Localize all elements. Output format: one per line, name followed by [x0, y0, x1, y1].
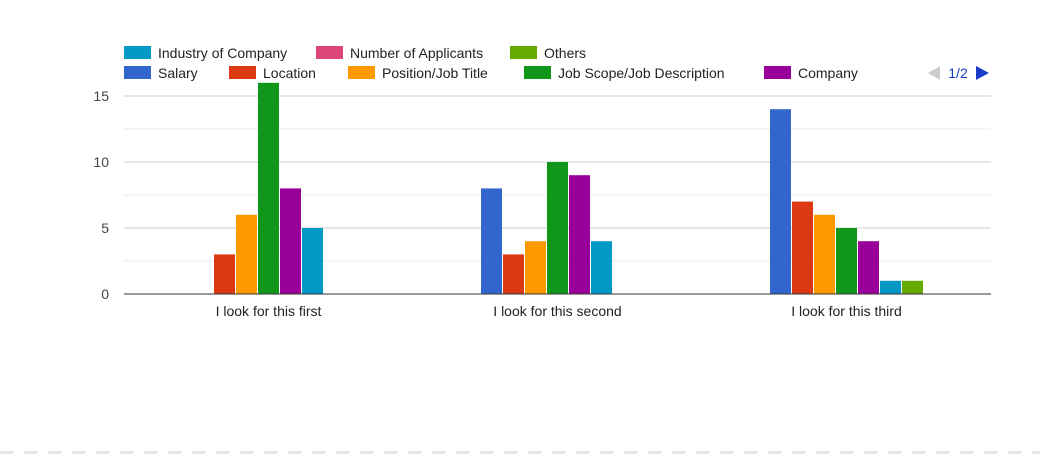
legend-swatch	[524, 66, 551, 79]
y-tick-label: 10	[93, 154, 109, 170]
legend-label: Industry of Company	[158, 45, 287, 61]
bar-industry-of-company[interactable]	[302, 228, 323, 294]
bar-position-job-title[interactable]	[814, 214, 835, 294]
legend-swatch	[229, 66, 256, 79]
y-tick-label: 5	[101, 220, 109, 236]
bar-location[interactable]	[792, 201, 813, 294]
legend-item[interactable]: Industry of Company	[124, 45, 287, 61]
axes: 0 5 10 15 I look for this first I look for th…	[93, 88, 991, 319]
legend-swatch	[316, 46, 343, 59]
y-tick-label: 0	[101, 286, 109, 302]
legend-item[interactable]: Position/Job Title	[348, 65, 488, 81]
bar-salary[interactable]	[481, 188, 502, 294]
bar-job-scope-job-description[interactable]	[836, 228, 857, 294]
legend-label: Position/Job Title	[382, 65, 488, 81]
legend-swatch	[348, 66, 375, 79]
bar-company[interactable]	[569, 175, 590, 294]
legend-item[interactable]: Job Scope/Job Description	[524, 65, 725, 81]
legend-label: Salary	[158, 65, 198, 81]
bar-job-scope-job-description[interactable]	[258, 82, 279, 294]
legend-page-label: 1/2	[948, 65, 968, 81]
legend-item[interactable]: Location	[229, 65, 316, 81]
bar-position-job-title[interactable]	[525, 241, 546, 294]
bar-job-scope-job-description[interactable]	[547, 162, 568, 294]
legend-swatch	[510, 46, 537, 59]
y-tick-label: 15	[93, 88, 109, 104]
bar-industry-of-company[interactable]	[880, 280, 901, 294]
legend-label: Company	[798, 65, 858, 81]
legend-label: Job Scope/Job Description	[558, 65, 725, 81]
x-category-label: I look for this third	[791, 303, 902, 319]
legend-label: Others	[544, 45, 586, 61]
bar-location[interactable]	[503, 254, 524, 294]
bar-company[interactable]	[858, 241, 879, 294]
bar-industry-of-company[interactable]	[591, 241, 612, 294]
x-category-label: I look for this second	[493, 303, 621, 319]
legend-label: Location	[263, 65, 316, 81]
bar-salary[interactable]	[770, 109, 791, 294]
bar-location[interactable]	[214, 254, 235, 294]
legend-item[interactable]: Others	[510, 45, 586, 61]
bar-position-job-title[interactable]	[236, 214, 257, 294]
legend[interactable]: Industry of Company Number of Applicants O…	[124, 45, 858, 81]
legend-swatch	[124, 46, 151, 59]
triangle-left-icon[interactable]	[928, 66, 940, 80]
bars	[214, 82, 923, 294]
legend-swatch	[124, 66, 151, 79]
legend-item[interactable]: Number of Applicants	[316, 45, 483, 61]
legend-pager[interactable]: 1/2	[928, 65, 989, 81]
legend-label: Number of Applicants	[350, 45, 483, 61]
bar-company[interactable]	[280, 188, 301, 294]
legend-item[interactable]: Company	[764, 65, 858, 81]
legend-swatch	[764, 66, 791, 79]
bar-others[interactable]	[902, 280, 923, 294]
footer-divider	[0, 451, 1040, 454]
triangle-right-icon[interactable]	[976, 66, 989, 80]
legend-item[interactable]: Salary	[124, 65, 198, 81]
x-category-label: I look for this first	[216, 303, 322, 319]
